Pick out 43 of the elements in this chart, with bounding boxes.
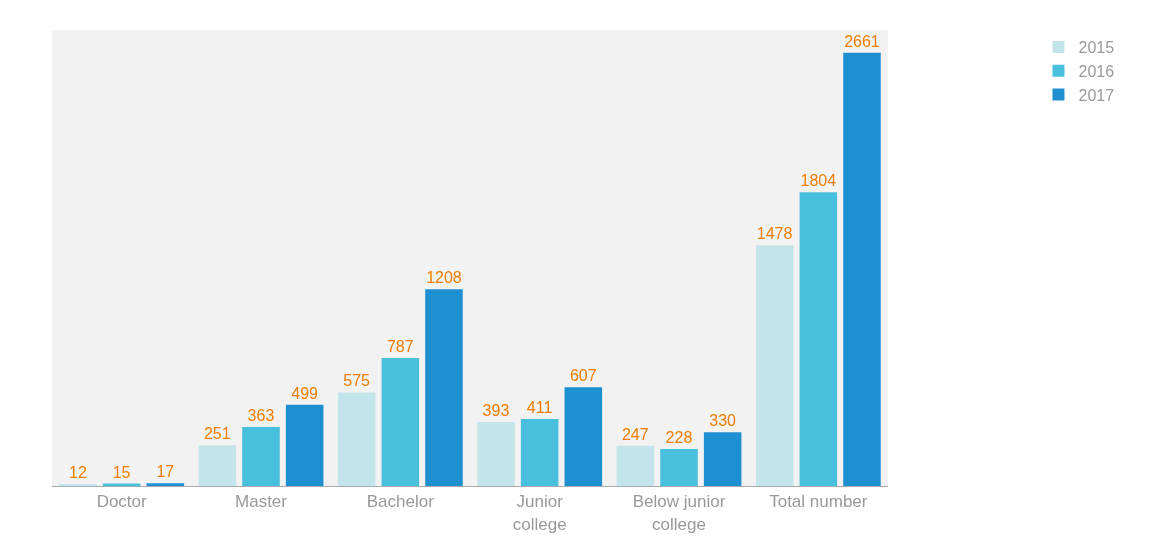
data-label: 499 <box>291 384 319 402</box>
bar <box>843 52 881 486</box>
data-label: 247 <box>621 425 649 443</box>
bar <box>616 445 655 486</box>
data-label: 787 <box>386 337 414 355</box>
data-label: 393 <box>482 402 510 420</box>
bar <box>799 192 838 486</box>
data-label: 17 <box>156 463 175 481</box>
x-tick-label: Doctor <box>96 492 148 512</box>
x-tick-label: Below junior college <box>632 492 726 534</box>
bar <box>755 245 794 486</box>
bar <box>520 419 559 486</box>
data-label: 411 <box>526 399 553 417</box>
bar <box>564 387 603 486</box>
x-tick-label: Total number <box>769 492 868 512</box>
data-label: 1804 <box>800 172 837 190</box>
x-tick-label: Junior college <box>512 492 567 534</box>
bar <box>660 448 698 486</box>
data-label: 575 <box>343 372 371 390</box>
data-label: 251 <box>203 425 231 443</box>
bar <box>337 392 376 486</box>
bar <box>146 483 185 486</box>
bar <box>381 357 420 486</box>
data-label: 228 <box>665 428 693 446</box>
bar <box>425 289 463 486</box>
data-label: 15 <box>112 463 131 481</box>
x-tick-label: Bachelor <box>366 492 435 512</box>
data-label: 12 <box>69 464 87 482</box>
data-label: 330 <box>709 412 737 430</box>
legend-label: 2015 <box>1078 39 1115 57</box>
bar <box>242 426 280 486</box>
x-tick-label: Master <box>235 492 288 512</box>
bar <box>477 422 515 486</box>
data-label: 2661 <box>844 32 880 50</box>
data-label: 1478 <box>756 225 793 243</box>
legend-label: 2016 <box>1078 62 1115 80</box>
bar <box>285 404 324 486</box>
data-label: 1208 <box>426 269 462 287</box>
bar <box>198 445 237 486</box>
data-label: 363 <box>247 406 275 424</box>
data-label: 607 <box>569 367 597 385</box>
legend-label: 2017 <box>1078 86 1115 104</box>
bar <box>703 432 742 486</box>
